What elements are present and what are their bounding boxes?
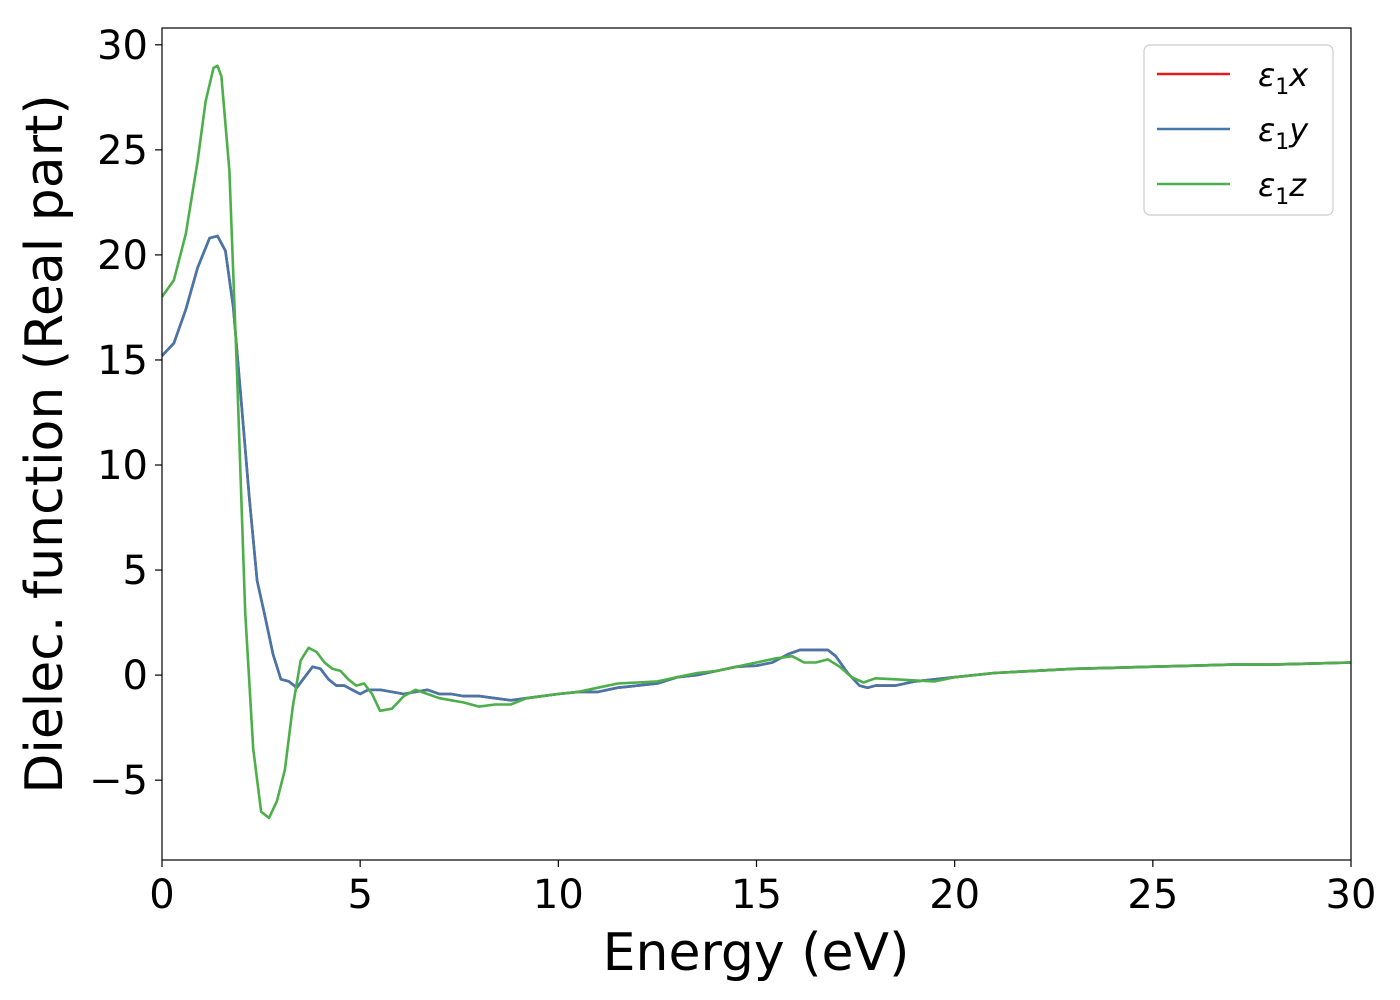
y-tick-label: 30: [97, 23, 148, 69]
y-tick-label: 20: [97, 233, 148, 279]
y-tick-label: 25: [97, 128, 148, 174]
legend-label-2: ε1y: [1258, 111, 1309, 155]
y-axis-label: Dielec. function (Real part): [15, 94, 75, 793]
y-tick-label: 0: [123, 653, 148, 699]
x-tick-label: 15: [731, 872, 782, 918]
x-tick-label: 10: [533, 872, 584, 918]
x-tick-label: 30: [1326, 872, 1377, 918]
x-tick-label: 25: [1127, 872, 1178, 918]
series-line-1: [162, 234, 1351, 702]
series-layer: [162, 64, 1351, 820]
x-axis-ticks: 0 5 10 15 20 25 30: [149, 860, 1376, 918]
legend-label-1: ε1x: [1258, 56, 1309, 100]
y-tick-label: 15: [97, 338, 148, 384]
x-tick-label: 0: [149, 872, 174, 918]
y-tick-label: 10: [97, 443, 148, 489]
legend: ε1x ε1y ε1z: [1143, 44, 1334, 216]
legend-box: [1143, 44, 1334, 216]
x-tick-label: 5: [347, 872, 372, 918]
legend-entries: ε1x ε1y ε1z: [1157, 56, 1309, 210]
x-axis-label: Energy (eV): [603, 923, 910, 983]
y-axis-ticks: −5 0 5 10 15 20 25 30: [89, 23, 162, 804]
series-line-3: [162, 64, 1351, 820]
series-line-2: [162, 234, 1351, 702]
y-tick-label: −5: [89, 758, 148, 804]
legend-label-3: ε1z: [1258, 166, 1307, 210]
y-tick-label: 5: [123, 548, 148, 594]
x-tick-label: 20: [929, 872, 980, 918]
